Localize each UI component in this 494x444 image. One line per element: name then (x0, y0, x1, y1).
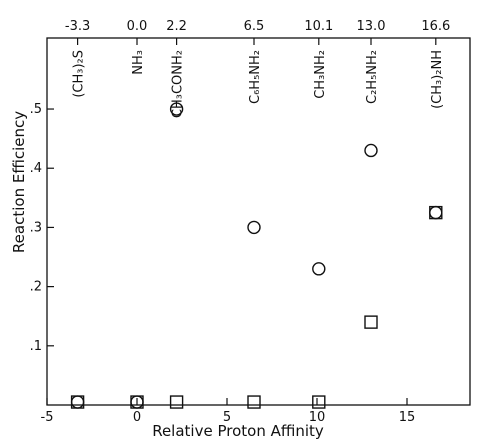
data-markers (70, 102, 443, 409)
compound-label: (CH₃)₂S (72, 50, 87, 98)
plot-frame (46, 37, 471, 406)
top-tick-label: 16.6 (421, 19, 450, 34)
data-point-circle (70, 395, 85, 409)
top-tick-label: -3.3 (65, 19, 90, 34)
compound-label: (CH₃)₂NH (430, 50, 445, 109)
top-tick-label: 2.2 (166, 19, 187, 34)
compound-label: C₂H₅NH₂ (365, 50, 380, 104)
y-tick-label: .5 (30, 102, 42, 117)
data-point-square (429, 205, 443, 220)
data-point-square (364, 315, 378, 329)
y-axis-title: Reaction Efficiency (10, 111, 28, 253)
y-tick-label: .4 (30, 161, 42, 176)
x-tick-label: 15 (399, 410, 416, 425)
x-tick-label: 5 (223, 410, 231, 425)
compound-label: CH₃CONH₂ (171, 50, 186, 118)
x-tick-label: 10 (309, 410, 326, 425)
y-tick-label: .3 (30, 220, 42, 235)
compound-label: C₆H₅NH₂ (248, 50, 263, 104)
compound-label: CH₃NH₂ (313, 50, 328, 99)
data-point-square (130, 395, 144, 409)
compound-labels: (CH₃)₂S NH₃ CH₃CONH₂ C₆H₅NH₂ CH₃NH₂ C₂H₅NH₂ (C… (72, 50, 445, 118)
top-tick-label: 10.1 (304, 19, 333, 34)
top-tick-label: 6.5 (244, 19, 265, 34)
axis-tick-labels: -5 0 5 10 15 .1 .2 .3 .4 .5 -3.3 0.0 2.2 6.5 10.1 13.0 1… (30, 19, 451, 425)
data-point-square (169, 395, 184, 409)
y-tick-label: .2 (30, 280, 42, 295)
data-point-square (247, 395, 261, 409)
axis-ticks (46, 38, 437, 405)
data-point-square (312, 395, 326, 409)
data-point-square (70, 395, 85, 409)
compound-label: NH₃ (131, 50, 146, 75)
top-tick-label: 13.0 (357, 19, 386, 34)
x-axis-title: Relative Proton Affinity (152, 422, 324, 440)
data-point-circle (429, 205, 443, 220)
top-tick-label: 0.0 (127, 19, 148, 34)
data-point-circle (169, 102, 184, 116)
x-tick-label: 0 (133, 410, 141, 425)
data-point-circle (364, 143, 378, 158)
data-point-circle (312, 262, 326, 276)
x-tick-label: -5 (41, 410, 54, 425)
y-tick-label: .1 (30, 339, 42, 354)
data-point-circle (247, 220, 261, 235)
